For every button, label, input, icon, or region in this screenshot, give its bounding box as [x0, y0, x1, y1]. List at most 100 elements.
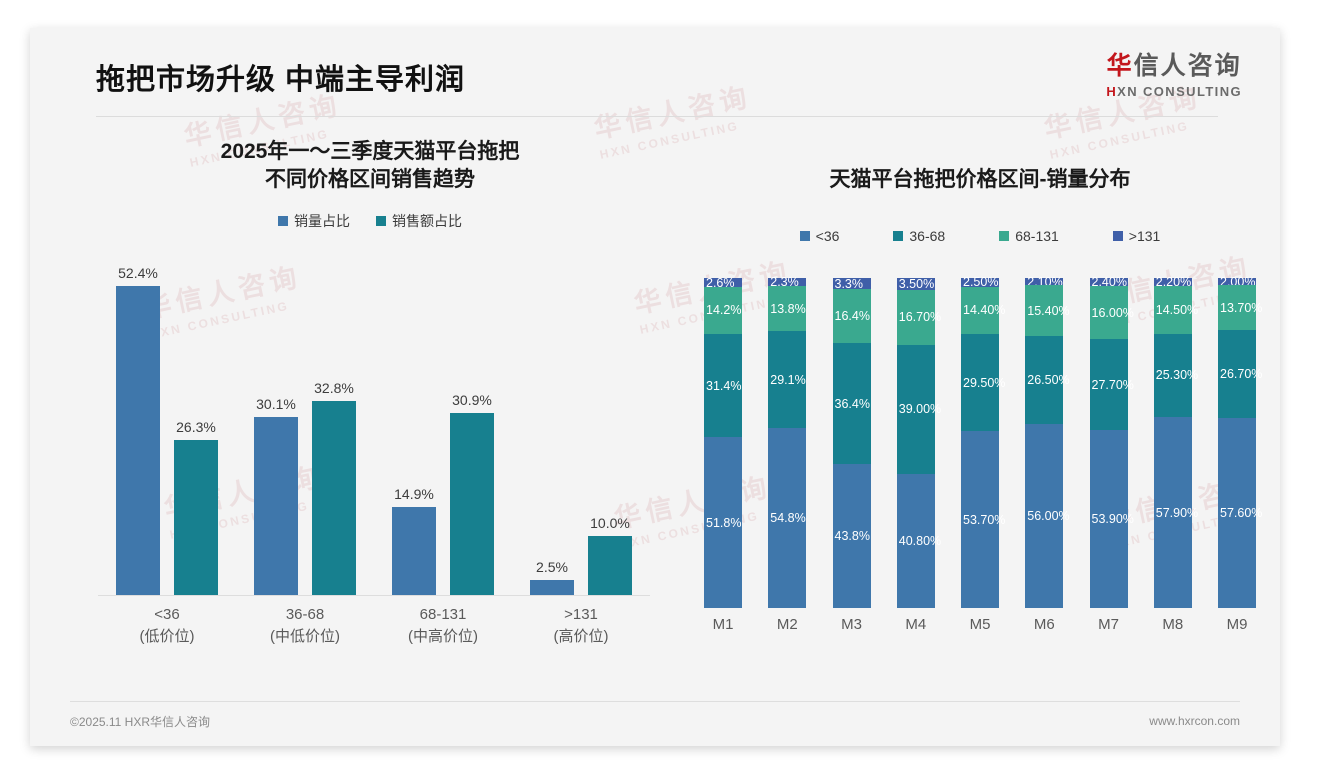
- stack-segment[interactable]: 3.50%: [896, 277, 935, 292]
- x-tick-sublabel: (低价位): [139, 628, 195, 646]
- stacked-bar-column[interactable]: 2.20% 14.50% 25.30% 57.90%: [1153, 275, 1198, 609]
- stack-segment[interactable]: 14.40%: [961, 286, 1005, 335]
- stack-segment[interactable]: 2.50%: [961, 275, 999, 290]
- logo-cn-rest: 信人咨询: [1133, 52, 1242, 80]
- stacked-bar-column[interactable]: 2.3% 13.8% 29.1% 54.8%: [768, 275, 807, 609]
- legend-item-right-2[interactable]: 68-131: [999, 228, 1059, 244]
- stacked-bar-column[interactable]: 3.50% 16.70% 39.00% 40.80%: [896, 277, 941, 609]
- bar-group: 30.1% 32.8%: [254, 265, 356, 595]
- x-axis-tick-label: 36-68 (中低价位): [245, 604, 365, 649]
- stack-segment[interactable]: 54.8%: [768, 427, 807, 609]
- stack-segment[interactable]: 29.1%: [768, 331, 807, 428]
- legend-item-right-0[interactable]: <36: [799, 228, 839, 244]
- stacked-bar-column[interactable]: 2.40% 16.00% 27.70% 53.90%: [1089, 275, 1134, 609]
- stack-segment[interactable]: 36.4%: [832, 343, 871, 464]
- stack-segment[interactable]: 2.10%: [1025, 275, 1064, 289]
- stack-segment[interactable]: 57.60%: [1218, 418, 1262, 609]
- left-chart-legend: 销量占比 销售额占比: [70, 211, 670, 231]
- slide-footer: ©2025.11 HXR华信人咨询 www.hxrcon.com: [70, 710, 1240, 732]
- bar[interactable]: [254, 417, 298, 595]
- stack-segment[interactable]: 57.90%: [1153, 417, 1198, 609]
- left-chart-area: 52.4% 26.3% 30.1% 32.8% 14.9% 30.9% 2.5% 10.0% …: [70, 265, 670, 649]
- legend-item-right-1[interactable]: 36-68: [893, 228, 945, 244]
- stacked-bar-column[interactable]: 3.3% 16.4% 36.4% 43.8%: [832, 277, 871, 609]
- stack-segment-label: 25.30%: [1155, 368, 1199, 383]
- stack-segment-label: 2.3%: [770, 275, 799, 290]
- stack-segment[interactable]: 39.00%: [896, 345, 941, 474]
- stack-segment[interactable]: 16.4%: [832, 289, 871, 344]
- stack-segment[interactable]: 51.8%: [704, 437, 742, 609]
- stack-segment-label: 3.50%: [898, 277, 935, 292]
- legend-item-right-3[interactable]: >131: [1112, 228, 1160, 244]
- stack-segment[interactable]: 14.50%: [1153, 285, 1198, 334]
- stack-segment[interactable]: 26.70%: [1218, 330, 1262, 419]
- x-tick-sublabel: (高价位): [553, 628, 609, 646]
- bar[interactable]: [588, 535, 632, 595]
- bar-column[interactable]: 52.4%: [116, 265, 160, 595]
- stack-segment[interactable]: 25.30%: [1153, 333, 1198, 418]
- stack-segment[interactable]: 15.40%: [1025, 285, 1070, 337]
- bar-value-label: 30.9%: [452, 391, 492, 408]
- bar[interactable]: [392, 506, 436, 595]
- bar[interactable]: [312, 401, 356, 595]
- x-axis-tick-label: M7: [1098, 616, 1119, 634]
- bar-column[interactable]: 30.9%: [450, 265, 494, 595]
- stack-segment-label: 15.40%: [1027, 303, 1070, 318]
- stack-segment[interactable]: 16.00%: [1089, 286, 1134, 340]
- stack-segment[interactable]: 31.4%: [704, 333, 742, 438]
- bar[interactable]: [450, 412, 494, 595]
- stack-segment[interactable]: 13.70%: [1218, 284, 1262, 331]
- legend-label: 36-68: [909, 228, 946, 245]
- stack-segment-label: 2.50%: [963, 275, 999, 290]
- stacked-bar-column[interactable]: 2.10% 15.40% 26.50% 56.00%: [1025, 275, 1070, 609]
- stacked-bar-chart: 2.6% 14.2% 31.4% 51.8% 2.3% 13.8% 29.1% 54.8% 3.…: [704, 275, 1262, 609]
- stack-segment[interactable]: 14.2%: [704, 286, 742, 334]
- stack-segment-label: 2.20%: [1155, 274, 1192, 289]
- legend-item-left-0[interactable]: 销量占比: [278, 211, 350, 231]
- stack-segment-label: 16.00%: [1091, 305, 1134, 320]
- stack-segment[interactable]: 3.3%: [832, 277, 871, 291]
- stack-segment[interactable]: 56.00%: [1025, 423, 1070, 609]
- bar[interactable]: [530, 579, 574, 595]
- bar-column[interactable]: 32.8%: [312, 265, 356, 595]
- left-chart-title: 2025年一～三季度天猫平台拖把 不同价格区间销售趋势: [70, 138, 670, 195]
- bar-column[interactable]: 2.5%: [530, 265, 574, 595]
- left-chart-x-axis: <36 (低价位) 36-68 (中低价位) 68-131 (中高价位) >131 (高价位): [98, 604, 650, 649]
- stack-segment[interactable]: 53.70%: [961, 431, 1005, 609]
- bar-column[interactable]: 10.0%: [588, 265, 632, 595]
- stack-segment[interactable]: 13.8%: [768, 285, 807, 332]
- x-axis-tick-label: M3: [841, 616, 862, 634]
- bar-group: 2.5% 10.0%: [530, 265, 632, 595]
- stack-segment[interactable]: 2.3%: [768, 275, 807, 290]
- bar-column[interactable]: 14.9%: [392, 265, 436, 595]
- footer-website[interactable]: www.hxrcon.com: [1149, 714, 1240, 728]
- stack-segment-label: 40.80%: [898, 534, 942, 549]
- stack-segment[interactable]: 53.90%: [1089, 430, 1134, 609]
- bar[interactable]: [116, 285, 160, 595]
- x-axis-tick-label: M1: [712, 616, 734, 634]
- right-chart-panel: 天猫平台拖把价格区间-销量分布 <36 36-68 68-131 >131 2.6% 1…: [680, 138, 1280, 708]
- bar-column[interactable]: 26.3%: [174, 265, 218, 595]
- legend-swatch-icon: [999, 231, 1010, 242]
- stack-segment[interactable]: 27.70%: [1089, 339, 1134, 431]
- bar-group: 52.4% 26.3%: [116, 265, 218, 595]
- bar-value-label: 32.8%: [314, 380, 354, 397]
- stacked-bar-column[interactable]: 2.50% 14.40% 29.50% 53.70%: [961, 275, 1005, 609]
- stack-segment[interactable]: 2.20%: [1153, 275, 1192, 289]
- stack-segment[interactable]: 2.00%: [1218, 275, 1256, 289]
- stack-segment[interactable]: 2.40%: [1089, 275, 1128, 289]
- stack-segment[interactable]: 26.50%: [1025, 336, 1070, 424]
- stack-segment[interactable]: 16.70%: [896, 289, 941, 345]
- x-axis-tick-label: M5: [969, 616, 991, 634]
- stack-segment[interactable]: 40.80%: [896, 473, 941, 609]
- stacked-bar-column[interactable]: 2.00% 13.70% 26.70% 57.60%: [1218, 275, 1262, 609]
- bar[interactable]: [174, 439, 218, 595]
- stack-segment[interactable]: 2.6%: [704, 276, 742, 290]
- stack-segment[interactable]: 43.8%: [832, 463, 871, 609]
- bar-column[interactable]: 30.1%: [254, 265, 298, 595]
- right-chart-x-axis: M1 M2 M3 M4 M5 M6 M7 M8 M9: [704, 616, 1256, 633]
- page-title: 拖把市场升级 中端主导利润: [96, 64, 466, 96]
- legend-item-left-1[interactable]: 销售额占比: [376, 211, 462, 231]
- stack-segment[interactable]: 29.50%: [961, 334, 1005, 432]
- stacked-bar-column[interactable]: 2.6% 14.2% 31.4% 51.8%: [704, 276, 742, 609]
